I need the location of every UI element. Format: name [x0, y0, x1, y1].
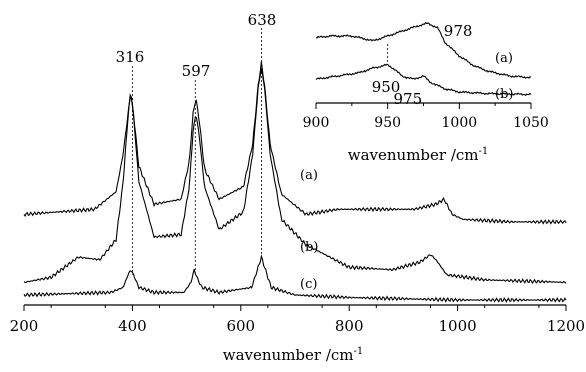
inset-peak-label-975: 975 [394, 90, 423, 108]
main-x-tick-label: 200 [10, 317, 39, 335]
inset-series-line [315, 63, 532, 97]
inset-series-line [315, 21, 532, 79]
main-x-tick-label: 1200 [547, 317, 585, 335]
inset-peak-label-950: 950 [372, 78, 401, 96]
inset-x-ticks: 900 950 1000 1050 [303, 103, 549, 131]
inset-curves [315, 21, 532, 97]
main-x-tick-label: 400 [118, 317, 147, 335]
inset-plot: 900 950 1000 1050 978 950 975 (a) (b) waven… [303, 21, 549, 164]
peak-label-316: 316 [116, 48, 145, 66]
main-curves [23, 61, 567, 303]
inset-x-tick-label: 950 [374, 115, 401, 131]
main-series-line [23, 61, 567, 225]
inset-x-tick-label: 1000 [442, 115, 478, 131]
main-x-ticks: 200 400 600 800 1000 1200 [10, 305, 585, 335]
main-x-axis-title: wavenumber /cm-1 [223, 346, 364, 364]
inset-peak-label-978: 978 [444, 22, 473, 40]
inset-x-tick-label: 900 [303, 115, 330, 131]
inset-x-tick-label: 1050 [513, 115, 549, 131]
inset-peak-labels: 978 950 975 [372, 22, 473, 108]
peak-label-597: 597 [182, 62, 211, 80]
main-curve-labels: (a) (b) (c) [300, 168, 318, 292]
main-plot: 200 400 600 800 1000 1200 316 597 638 (a) (b)… [10, 11, 585, 364]
main-x-tick-label: 1000 [439, 317, 477, 335]
peak-label-638: 638 [248, 11, 277, 29]
main-peak-guides [131, 28, 262, 275]
main-x-tick-label: 600 [226, 317, 255, 335]
curve-label-a: (a) [300, 168, 318, 183]
main-x-tick-label: 800 [335, 317, 364, 335]
inset-curve-label-b: (b) [495, 87, 513, 102]
inset-curve-label-a: (a) [495, 51, 513, 66]
inset-curve-labels: (a) (b) [495, 51, 513, 102]
main-peak-labels: 316 597 638 [116, 11, 277, 80]
main-series-line [23, 68, 567, 285]
curve-label-b: (b) [300, 240, 318, 255]
main-series-line [23, 254, 567, 303]
inset-x-axis-title: wavenumber /cm-1 [348, 146, 489, 164]
curve-label-c: (c) [300, 277, 317, 292]
